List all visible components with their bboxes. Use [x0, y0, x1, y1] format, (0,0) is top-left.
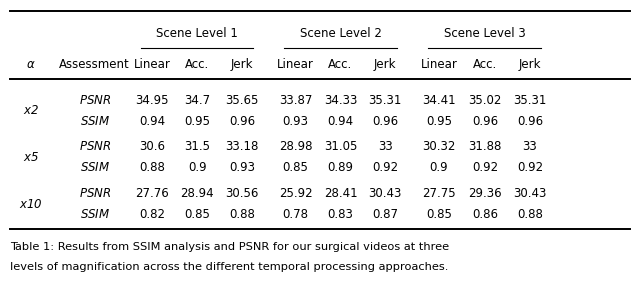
Text: 0.9: 0.9 — [429, 161, 449, 174]
Text: 35.31: 35.31 — [369, 94, 402, 107]
Text: Acc.: Acc. — [473, 58, 497, 71]
Text: Scene Level 3: Scene Level 3 — [444, 27, 525, 40]
Text: 0.92: 0.92 — [372, 161, 398, 174]
Text: 35.02: 35.02 — [468, 94, 502, 107]
Text: $\alpha$: $\alpha$ — [26, 58, 35, 71]
Text: 0.87: 0.87 — [372, 208, 398, 221]
Text: 35.31: 35.31 — [513, 94, 547, 107]
Text: 28.98: 28.98 — [279, 140, 312, 153]
Text: Acc.: Acc. — [185, 58, 209, 71]
Text: 0.92: 0.92 — [517, 161, 543, 174]
Text: 0.88: 0.88 — [140, 161, 165, 174]
Text: 34.41: 34.41 — [422, 94, 456, 107]
Text: 0.83: 0.83 — [328, 208, 353, 221]
Text: 35.65: 35.65 — [225, 94, 259, 107]
Text: 0.88: 0.88 — [517, 208, 543, 221]
Text: $x$10: $x$10 — [19, 198, 42, 211]
Text: $PSNR$: $PSNR$ — [79, 94, 111, 107]
Text: 0.88: 0.88 — [229, 208, 255, 221]
Text: 0.96: 0.96 — [372, 115, 398, 128]
Text: levels of magnification across the different temporal processing approaches.: levels of magnification across the diffe… — [10, 262, 448, 273]
Text: Assessment: Assessment — [60, 58, 130, 71]
Text: 33.87: 33.87 — [279, 94, 312, 107]
Text: Table 1: Results from SSIM analysis and PSNR for our surgical videos at three: Table 1: Results from SSIM analysis and … — [10, 242, 449, 252]
Text: 0.9: 0.9 — [188, 161, 207, 174]
Text: 0.92: 0.92 — [472, 161, 498, 174]
Text: 0.85: 0.85 — [426, 208, 452, 221]
Text: 30.6: 30.6 — [140, 140, 165, 153]
Text: 28.94: 28.94 — [180, 187, 214, 200]
Text: 30.43: 30.43 — [513, 187, 547, 200]
Text: 31.88: 31.88 — [468, 140, 502, 153]
Text: 0.82: 0.82 — [140, 208, 165, 221]
Text: 0.95: 0.95 — [184, 115, 210, 128]
Text: 0.94: 0.94 — [140, 115, 165, 128]
Text: Linear: Linear — [420, 58, 458, 71]
Text: 0.93: 0.93 — [229, 161, 255, 174]
Text: 0.94: 0.94 — [328, 115, 353, 128]
Text: 27.76: 27.76 — [136, 187, 169, 200]
Text: 31.5: 31.5 — [184, 140, 210, 153]
Text: 28.41: 28.41 — [324, 187, 357, 200]
Text: 0.78: 0.78 — [283, 208, 308, 221]
Text: 0.96: 0.96 — [517, 115, 543, 128]
Text: Linear: Linear — [134, 58, 171, 71]
Text: 25.92: 25.92 — [279, 187, 312, 200]
Text: $SSIM$: $SSIM$ — [79, 208, 110, 221]
Text: $PSNR$: $PSNR$ — [79, 140, 111, 153]
Text: 0.95: 0.95 — [426, 115, 452, 128]
Text: 0.86: 0.86 — [472, 208, 498, 221]
Text: Scene Level 2: Scene Level 2 — [300, 27, 381, 40]
Text: Jerk: Jerk — [518, 58, 541, 71]
Text: 30.56: 30.56 — [225, 187, 259, 200]
Text: 0.93: 0.93 — [283, 115, 308, 128]
Text: 0.89: 0.89 — [328, 161, 353, 174]
Text: 34.33: 34.33 — [324, 94, 357, 107]
Text: 30.32: 30.32 — [422, 140, 456, 153]
Text: 31.05: 31.05 — [324, 140, 357, 153]
Text: Linear: Linear — [277, 58, 314, 71]
Text: 34.7: 34.7 — [184, 94, 210, 107]
Text: 33: 33 — [522, 140, 538, 153]
Text: Jerk: Jerk — [374, 58, 397, 71]
Text: 33.18: 33.18 — [225, 140, 259, 153]
Text: 34.95: 34.95 — [136, 94, 169, 107]
Text: 30.43: 30.43 — [369, 187, 402, 200]
Text: $x$5: $x$5 — [22, 151, 39, 164]
Text: $x$2: $x$2 — [22, 104, 39, 117]
Text: Scene Level 1: Scene Level 1 — [156, 27, 238, 40]
Text: Acc.: Acc. — [328, 58, 353, 71]
Text: 0.96: 0.96 — [472, 115, 498, 128]
Text: 33: 33 — [378, 140, 393, 153]
Text: $PSNR$: $PSNR$ — [79, 187, 111, 200]
Text: 0.85: 0.85 — [184, 208, 210, 221]
Text: 27.75: 27.75 — [422, 187, 456, 200]
Text: $SSIM$: $SSIM$ — [79, 115, 110, 128]
Text: 0.85: 0.85 — [283, 161, 308, 174]
Text: 29.36: 29.36 — [468, 187, 502, 200]
Text: Jerk: Jerk — [230, 58, 253, 71]
Text: 0.96: 0.96 — [229, 115, 255, 128]
Text: $SSIM$: $SSIM$ — [79, 161, 110, 174]
